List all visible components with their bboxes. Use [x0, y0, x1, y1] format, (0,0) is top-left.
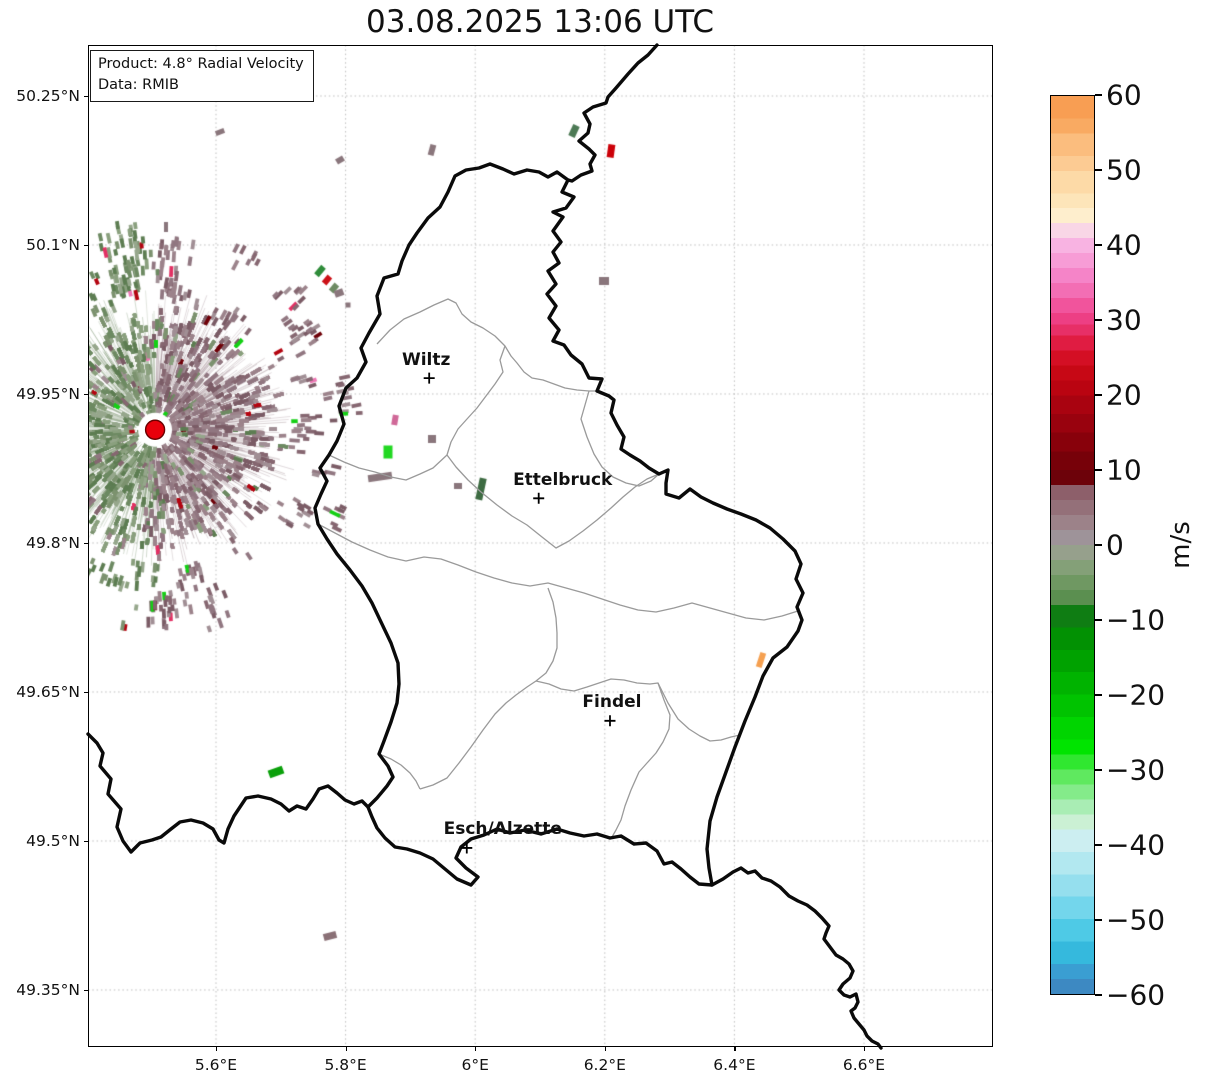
y-tick-mark [84, 840, 88, 843]
city-marker [604, 715, 616, 727]
colorbar-tick-label: 60 [1106, 78, 1142, 112]
colorbar-tick-label: 30 [1106, 303, 1142, 337]
x-tick-mark [216, 1047, 218, 1051]
y-tick-label: 49.8°N [26, 533, 80, 552]
product-line: Product: 4.8° Radial Velocity [98, 56, 304, 72]
colorbar-tick-mark [1095, 544, 1102, 546]
france-germany-border [710, 866, 883, 1050]
colorbar-tick-mark [1095, 619, 1102, 621]
city-label: Ettelbruck [513, 470, 613, 491]
figure-title: 03.08.2025 13:06 UTC [366, 4, 714, 40]
colorbar-tick-mark [1095, 844, 1102, 846]
x-tick-mark [734, 1047, 736, 1051]
colorbar [1050, 95, 1095, 995]
colorbar-unit-label: m/s [1166, 521, 1196, 569]
y-tick-label: 49.5°N [26, 831, 80, 850]
colorbar-tick-label: −30 [1106, 753, 1166, 787]
city-label: Wiltz [401, 350, 451, 371]
city-marker [533, 492, 545, 504]
x-tick-label: 6°E [461, 1056, 489, 1074]
district-borders [317, 298, 799, 838]
city-label: Findel [582, 691, 642, 712]
colorbar-tick-label: −10 [1106, 603, 1166, 637]
colorbar-tick-label: 10 [1106, 453, 1142, 487]
y-tick-mark [84, 542, 88, 545]
x-tick-label: 6.2°E [583, 1056, 626, 1074]
colorbar-tick-label: −40 [1106, 828, 1166, 862]
radar-site-marker [144, 419, 166, 440]
city-markers [423, 372, 616, 854]
colorbar-tick-label: 20 [1106, 378, 1142, 412]
colorbar-tick-mark [1095, 469, 1102, 471]
y-tick-label: 50.1°N [26, 235, 80, 254]
x-tick-mark [864, 1047, 866, 1051]
city-label: Esch/Alzette [443, 818, 562, 839]
x-tick-label: 5.6°E [194, 1056, 238, 1074]
colorbar-tick-label: 40 [1106, 228, 1142, 262]
product-info-box: Product: 4.8° Radial Velocity Data: RMIB [90, 50, 314, 102]
colorbar-tick-label: 0 [1106, 528, 1124, 562]
colorbar-tick-mark [1095, 994, 1102, 996]
x-tick-label: 6.6°E [842, 1056, 886, 1074]
data-source-line: Data: RMIB [98, 77, 179, 93]
y-tick-mark [84, 244, 88, 247]
colorbar-tick-mark [1095, 394, 1102, 396]
x-tick-mark [345, 1047, 347, 1051]
y-tick-label: 49.65°N [16, 682, 80, 701]
x-tick-mark [475, 1047, 477, 1051]
y-tick-mark [84, 691, 88, 694]
national-borders [86, 43, 883, 1050]
x-tick-label: 5.8°E [324, 1056, 367, 1074]
y-tick-label: 49.95°N [16, 384, 80, 403]
y-tick-mark [84, 989, 88, 992]
colorbar-tick-label: 50 [1106, 153, 1142, 187]
y-tick-label: 49.35°N [16, 980, 80, 999]
x-tick-mark [604, 1047, 606, 1051]
colorbar-tick-label: −60 [1106, 978, 1166, 1012]
y-tick-label: 50.25°N [16, 87, 80, 105]
colorbar-tick-mark [1095, 169, 1102, 171]
belgium-france-border [86, 732, 370, 854]
colorbar-tick-mark [1095, 94, 1102, 96]
colorbar-tick-label: −20 [1106, 678, 1166, 712]
y-tick-mark [84, 393, 88, 396]
radar-site-dot [144, 419, 166, 440]
colorbar-tick-mark [1095, 769, 1102, 771]
colorbar-tick-mark [1095, 694, 1102, 696]
radar-velocity-layer [88, 45, 993, 1047]
x-tick-label: 6.4°E [713, 1056, 756, 1074]
germany-belgium-border [566, 43, 659, 183]
colorbar-tick-mark [1095, 244, 1102, 246]
colorbar-tick-label: −50 [1106, 903, 1166, 937]
colorbar-tick-mark [1095, 919, 1102, 921]
colorbar-tick-mark [1095, 319, 1102, 321]
city-marker [423, 372, 435, 384]
y-tick-mark [84, 96, 88, 98]
city-marker [461, 842, 473, 854]
luxembourg-border [313, 162, 805, 887]
